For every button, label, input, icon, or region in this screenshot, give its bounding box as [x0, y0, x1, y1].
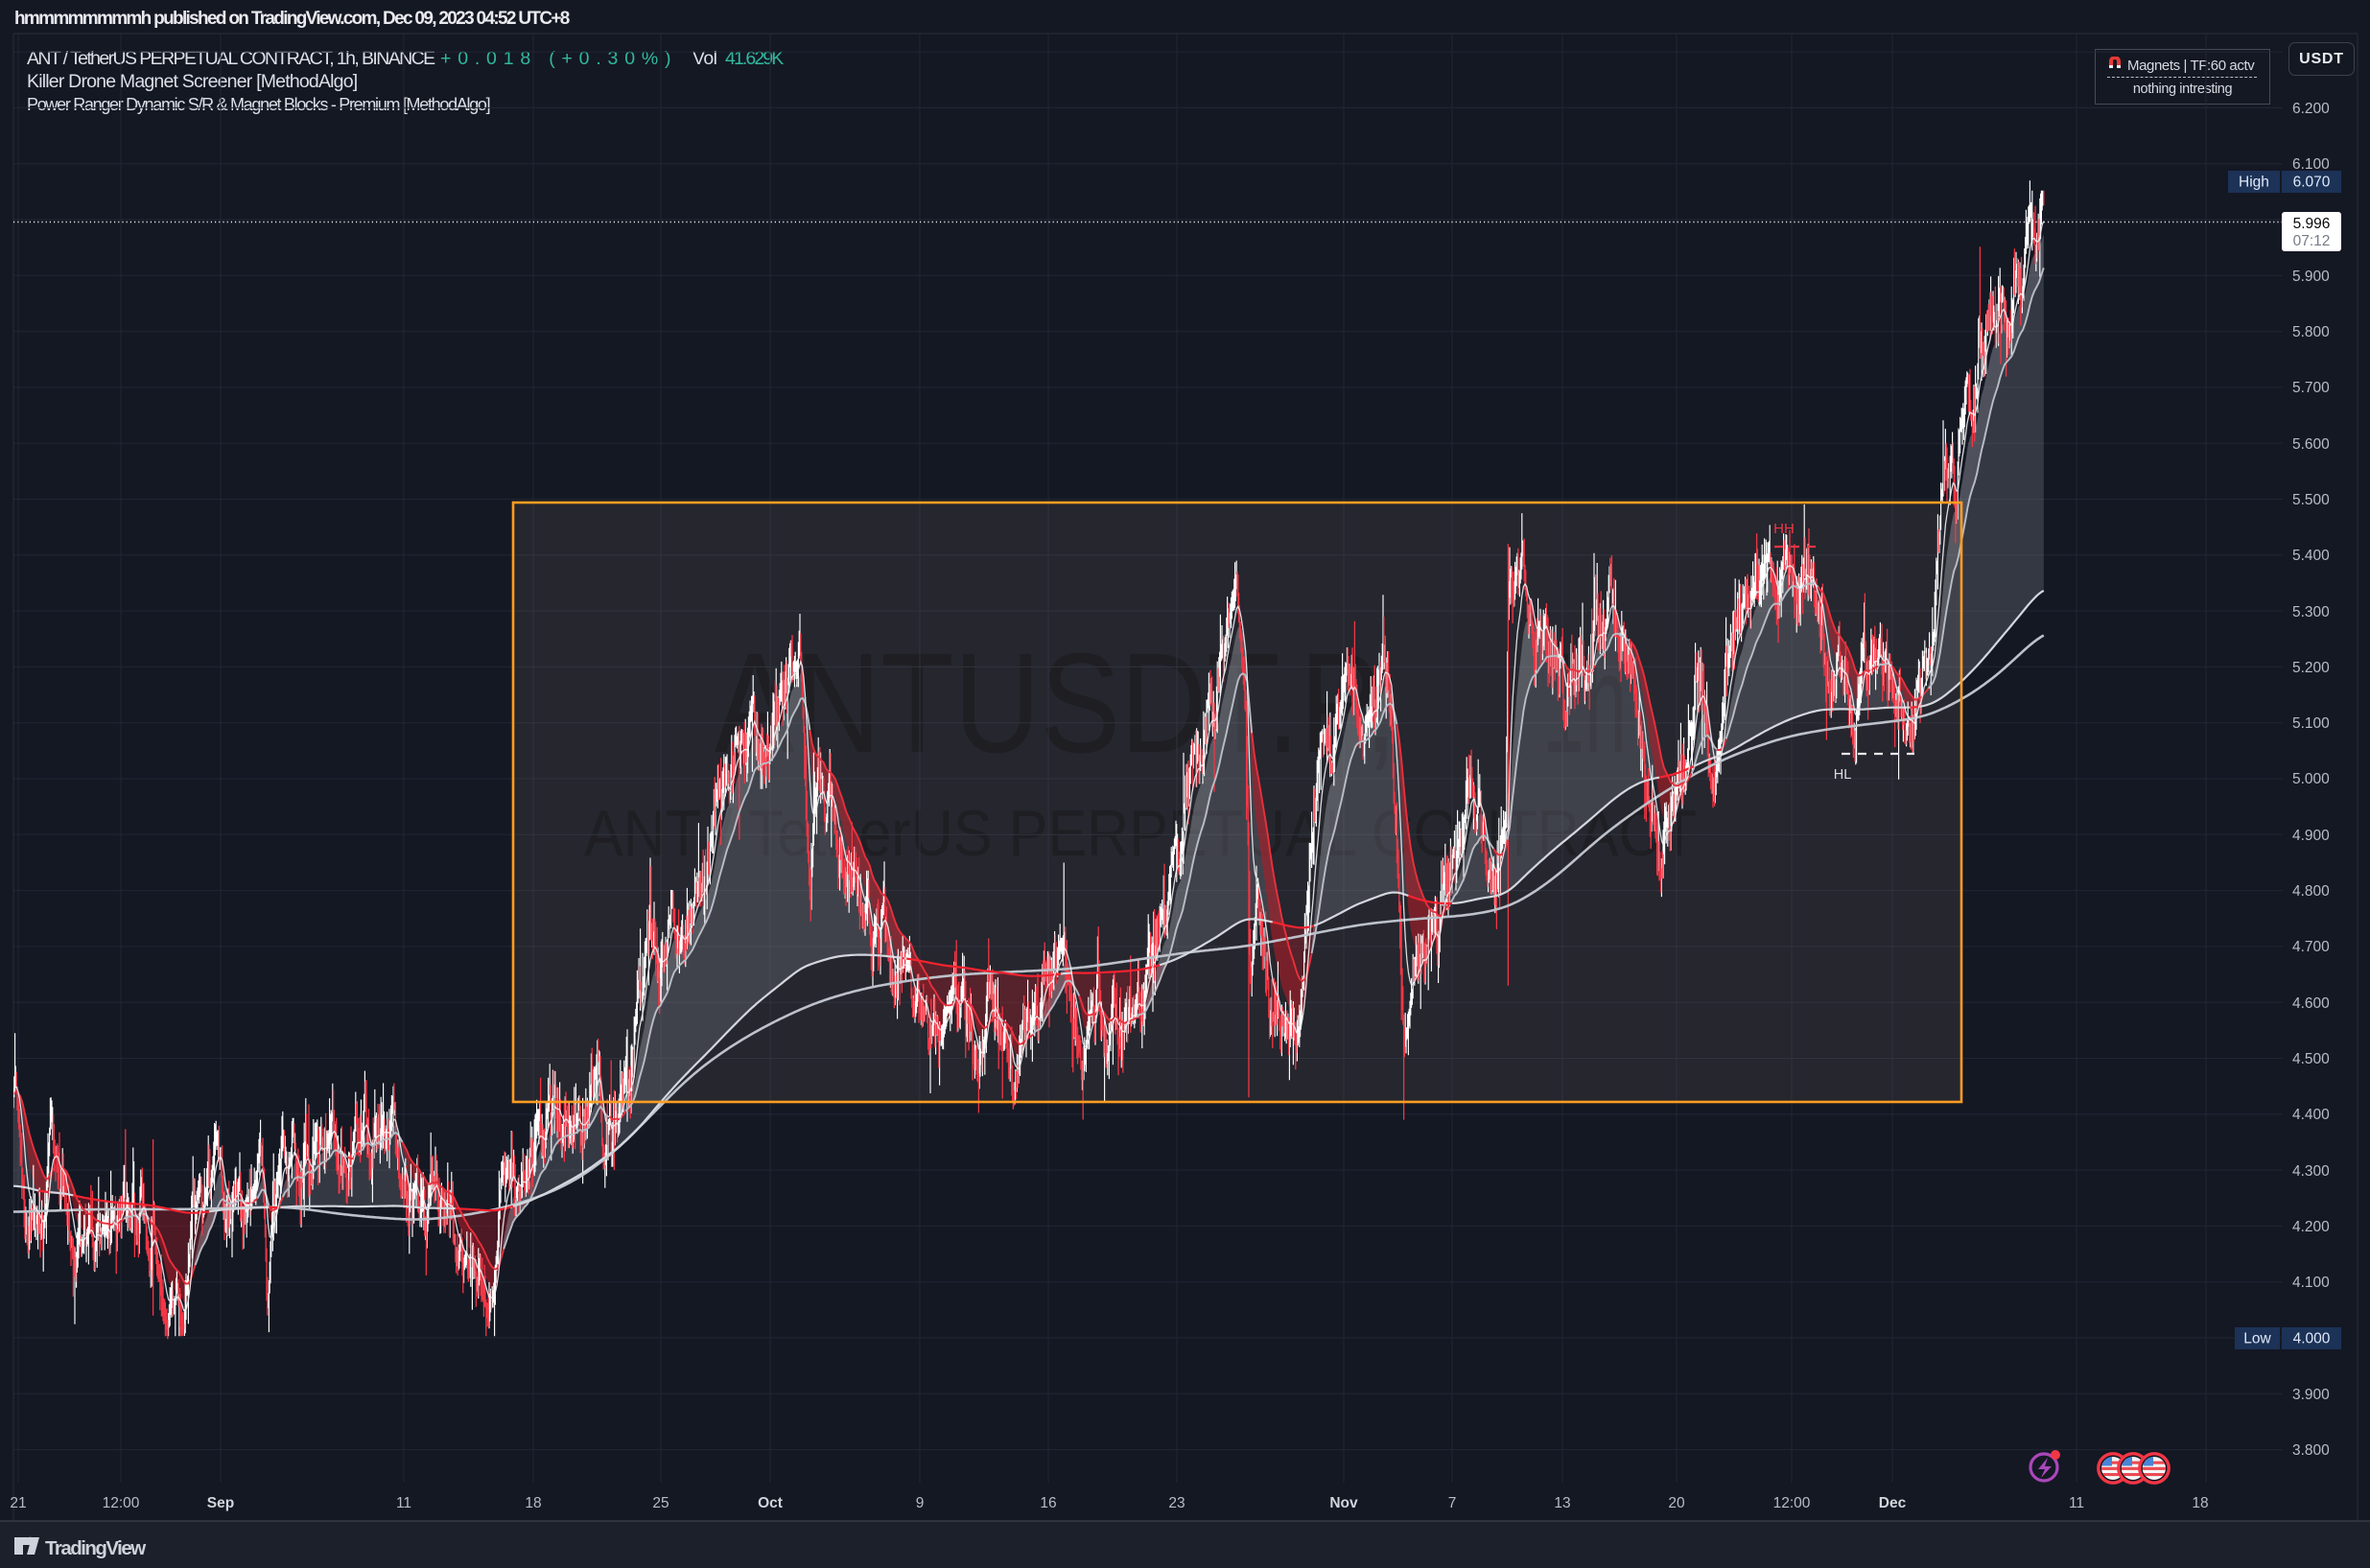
svg-text:6.200: 6.200 — [2292, 101, 2330, 117]
svg-text:13: 13 — [1554, 1495, 1570, 1511]
svg-text:21: 21 — [10, 1495, 26, 1511]
svg-text:5.996: 5.996 — [2293, 216, 2331, 232]
svg-text:High: High — [2239, 175, 2269, 191]
svg-text:4.100: 4.100 — [2292, 1275, 2330, 1291]
svg-text:9: 9 — [916, 1495, 925, 1511]
svg-text:4.800: 4.800 — [2292, 883, 2330, 900]
svg-text:6.070: 6.070 — [2293, 175, 2331, 191]
svg-text:12:00: 12:00 — [1773, 1495, 1811, 1511]
svg-text:3.800: 3.800 — [2292, 1442, 2330, 1459]
svg-text:12:00: 12:00 — [103, 1495, 140, 1511]
svg-text:4.400: 4.400 — [2292, 1107, 2330, 1123]
svg-text:4.000: 4.000 — [2293, 1331, 2331, 1347]
svg-text:20: 20 — [1668, 1495, 1685, 1511]
svg-text:16: 16 — [1040, 1495, 1056, 1511]
svg-text:6.100: 6.100 — [2292, 156, 2330, 173]
svg-text:HL: HL — [1834, 767, 1852, 783]
svg-text:25: 25 — [652, 1495, 669, 1511]
svg-text:4.700: 4.700 — [2292, 939, 2330, 955]
svg-text:5.700: 5.700 — [2292, 380, 2330, 396]
svg-text:5.400: 5.400 — [2292, 548, 2330, 564]
svg-text:HH: HH — [1773, 521, 1795, 537]
svg-text:ANTUSDT.P,: ANTUSDT.P, — [715, 624, 1397, 783]
svg-text:5.600: 5.600 — [2292, 436, 2330, 453]
svg-text:11: 11 — [2069, 1495, 2084, 1511]
svg-text:5.300: 5.300 — [2292, 604, 2330, 620]
svg-text:7: 7 — [1448, 1495, 1457, 1511]
svg-text:07:12: 07:12 — [2293, 233, 2331, 249]
svg-text:18: 18 — [2192, 1495, 2208, 1511]
svg-text:Sep: Sep — [207, 1495, 234, 1511]
svg-text:5.900: 5.900 — [2292, 269, 2330, 285]
svg-text:Nov: Nov — [1329, 1495, 1358, 1511]
svg-text:18: 18 — [525, 1495, 541, 1511]
svg-text:Low: Low — [2243, 1331, 2271, 1347]
svg-text:4.600: 4.600 — [2292, 995, 2330, 1012]
svg-text:5.100: 5.100 — [2292, 715, 2330, 732]
svg-text:5.200: 5.200 — [2292, 660, 2330, 676]
svg-text:23: 23 — [1168, 1495, 1185, 1511]
svg-text:Dec: Dec — [1879, 1495, 1907, 1511]
svg-text:5.500: 5.500 — [2292, 492, 2330, 508]
svg-text:4.300: 4.300 — [2292, 1163, 2330, 1180]
svg-text:3.900: 3.900 — [2292, 1387, 2330, 1403]
svg-text:4.500: 4.500 — [2292, 1051, 2330, 1067]
svg-text:Oct: Oct — [758, 1495, 783, 1511]
svg-text:11: 11 — [396, 1495, 411, 1511]
svg-text:5.800: 5.800 — [2292, 324, 2330, 340]
svg-text:4.200: 4.200 — [2292, 1219, 2330, 1235]
svg-text:4.900: 4.900 — [2292, 828, 2330, 844]
svg-text:5.000: 5.000 — [2292, 771, 2330, 787]
